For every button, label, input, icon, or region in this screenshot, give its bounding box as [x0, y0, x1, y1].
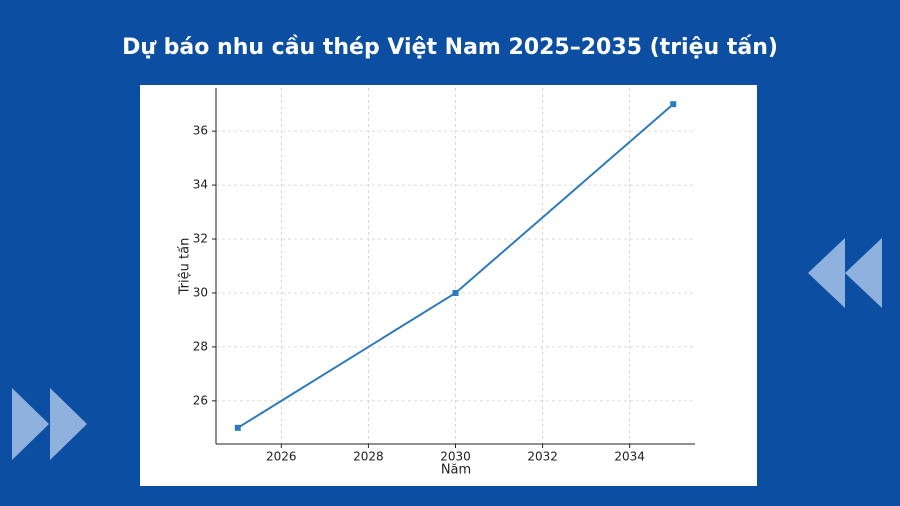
y-tick-label: 34: [193, 178, 208, 192]
y-tick-label: 36: [193, 124, 208, 138]
chart-title: Dự báo nhu cầu thép Việt Nam 2025–2035 (…: [122, 35, 778, 60]
data-point: [234, 424, 241, 431]
x-tick-label: 2034: [614, 450, 645, 464]
y-axis-label: Triệu tấn: [178, 238, 193, 296]
x-tick-label: 2028: [353, 450, 384, 464]
data-point: [452, 289, 459, 296]
y-tick-label: 28: [193, 339, 208, 353]
y-tick-label: 30: [193, 285, 208, 299]
decor-triangle: [12, 388, 49, 460]
x-tick-label: 2032: [527, 450, 558, 464]
decor-triangle: [808, 238, 845, 308]
y-tick-label: 32: [193, 232, 208, 246]
x-tick-label: 2030: [440, 450, 471, 464]
y-tick-label: 26: [193, 393, 208, 407]
decor-triangle: [50, 388, 87, 460]
x-tick-label: 2026: [266, 450, 297, 464]
plot-area: 26 28 30 32 34 36 2026 2028 2030 2032 2034: [193, 88, 695, 464]
x-axis-label: Năm: [441, 463, 471, 478]
decor-triangle: [845, 238, 882, 308]
chart-panel: [140, 85, 757, 486]
data-point: [670, 101, 677, 108]
